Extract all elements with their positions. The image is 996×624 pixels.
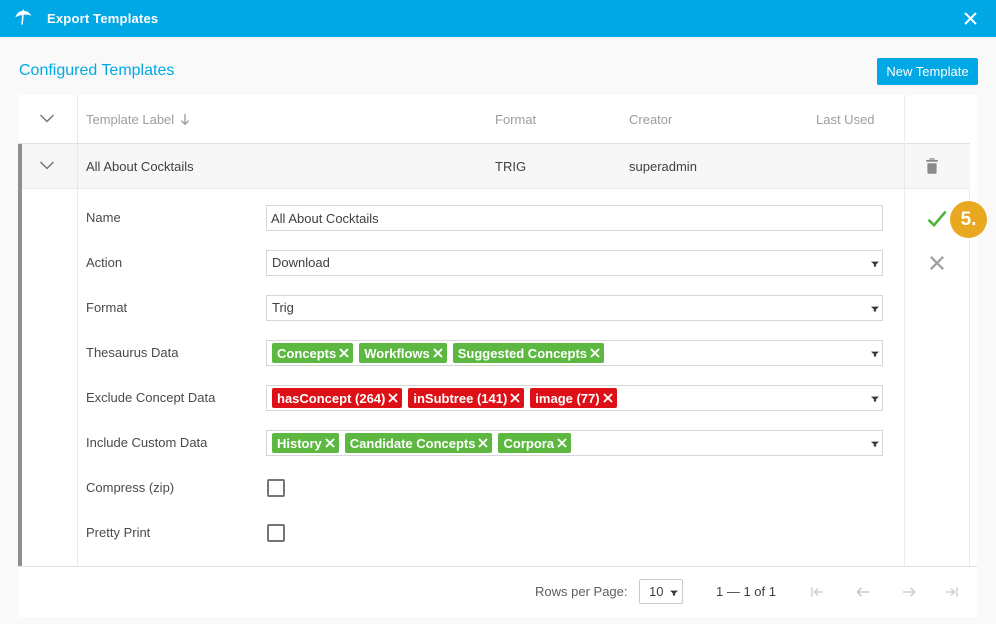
tag-chip: inSubtree (141) [408, 388, 525, 408]
tag-label: Workflows [364, 345, 430, 361]
row-format: TRIG [495, 159, 527, 174]
templates-table: Template Label Format Creator Last Used … [18, 95, 977, 617]
dropdown-caret-icon [871, 351, 880, 358]
remove-tag-icon[interactable] [325, 438, 335, 448]
row-template-label: All About Cocktails [86, 159, 194, 174]
exclude-concept-data-label: Exclude Concept Data [86, 390, 216, 405]
compress-zip-label: Compress (zip) [86, 480, 175, 495]
table-header-row [18, 95, 970, 144]
tag-label: Candidate Concepts [349, 435, 476, 451]
format-select-value: Trig [272, 300, 294, 315]
tag-label: Concepts [277, 345, 337, 361]
rows-per-page-label: Rows per Page: [535, 584, 628, 599]
new-template-button[interactable]: New Template [877, 58, 978, 85]
remove-tag-icon[interactable] [510, 393, 520, 403]
tag-label: inSubtree (141) [413, 390, 508, 406]
divider [904, 95, 905, 566]
action-label: Action [86, 255, 123, 270]
tag-label: image (77) [535, 390, 600, 406]
tag-label: Corpora [503, 435, 555, 451]
thesaurus-data-label: Thesaurus Data [86, 345, 179, 360]
umbrella-logo-icon [15, 9, 32, 26]
template-row[interactable] [18, 144, 970, 189]
first-page-icon[interactable] [809, 584, 825, 600]
format-label: Format [86, 300, 128, 315]
last-page-icon[interactable] [944, 584, 960, 600]
column-header-format[interactable]: Format [495, 112, 537, 127]
dropdown-caret-icon [871, 396, 880, 403]
rows-per-page-select[interactable]: 10 [639, 579, 683, 604]
save-template-check-icon[interactable] [927, 210, 947, 227]
previous-page-icon[interactable] [855, 584, 871, 600]
remove-tag-icon[interactable] [557, 438, 567, 448]
include-custom-data-label: Include Custom Data [86, 435, 208, 450]
dropdown-caret-icon [670, 590, 679, 597]
dropdown-caret-icon [871, 261, 880, 268]
remove-tag-icon[interactable] [478, 438, 489, 448]
dialog-title: Export Templates [47, 11, 159, 26]
thesaurus-data-select[interactable]: Concepts Workflows Suggested Concepts [266, 340, 883, 366]
tag-label: History [277, 435, 322, 451]
tag-chip: Suggested Concepts [452, 343, 605, 363]
tag-chip: History [272, 433, 339, 453]
scrollbar-gutter [969, 95, 977, 566]
next-page-icon[interactable] [901, 584, 917, 600]
close-icon[interactable] [963, 11, 978, 26]
delete-template-icon[interactable] [925, 158, 939, 174]
tag-chip: hasConcept (264) [272, 388, 403, 408]
page-title: Configured Templates [19, 62, 175, 79]
dropdown-caret-icon [871, 306, 880, 313]
row-expand-chevron-icon[interactable] [39, 161, 55, 170]
include-custom-data-select[interactable]: History Candidate Concepts Corpora [266, 430, 883, 456]
name-label: Name [86, 210, 121, 225]
format-select[interactable]: Trig [266, 295, 883, 321]
row-creator: superadmin [629, 159, 697, 174]
dialog-titlebar: Export Templates [0, 0, 996, 37]
column-header-creator[interactable]: Creator [629, 112, 673, 127]
rows-per-page-value: 10 [649, 584, 664, 599]
remove-tag-icon[interactable] [339, 348, 349, 358]
pagination-range-label: 1 — 1 of 1 [716, 584, 776, 599]
column-header-template-label[interactable]: Template Label [86, 95, 191, 144]
tag-label: hasConcept (264) [277, 390, 386, 406]
tutorial-step-badge: 5. [950, 201, 987, 238]
cancel-edit-icon[interactable] [929, 255, 945, 271]
pretty-print-checkbox[interactable] [267, 524, 285, 542]
dropdown-caret-icon [871, 441, 880, 448]
selected-row-indicator [18, 144, 22, 566]
remove-tag-icon[interactable] [602, 393, 613, 403]
pretty-print-label: Pretty Print [86, 525, 151, 540]
remove-tag-icon[interactable] [590, 348, 600, 358]
remove-tag-icon[interactable] [388, 393, 399, 403]
name-input[interactable] [266, 205, 883, 231]
tag-chip: Candidate Concepts [344, 433, 493, 453]
collapse-all-chevron-icon[interactable] [39, 114, 55, 123]
table-container: Template Label Format Creator Last Used … [18, 95, 977, 617]
compress-zip-checkbox[interactable] [267, 479, 285, 497]
column-header-label-text: Template Label [86, 112, 175, 127]
tag-chip: image (77) [530, 388, 617, 408]
tag-chip: Concepts [272, 343, 354, 363]
action-select[interactable]: Download [266, 250, 883, 276]
table-footer [18, 566, 977, 617]
tag-chip: Corpora [498, 433, 572, 453]
remove-tag-icon[interactable] [433, 348, 443, 358]
divider [77, 95, 78, 566]
tag-chip: Workflows [359, 343, 447, 363]
exclude-concept-data-select[interactable]: hasConcept (264) inSubtree (141) image (77… [266, 385, 883, 411]
sort-descending-icon [179, 97, 191, 146]
action-select-value: Download [272, 255, 330, 270]
tag-label: Suggested Concepts [457, 345, 588, 361]
column-header-last-used[interactable]: Last Used [816, 112, 875, 127]
